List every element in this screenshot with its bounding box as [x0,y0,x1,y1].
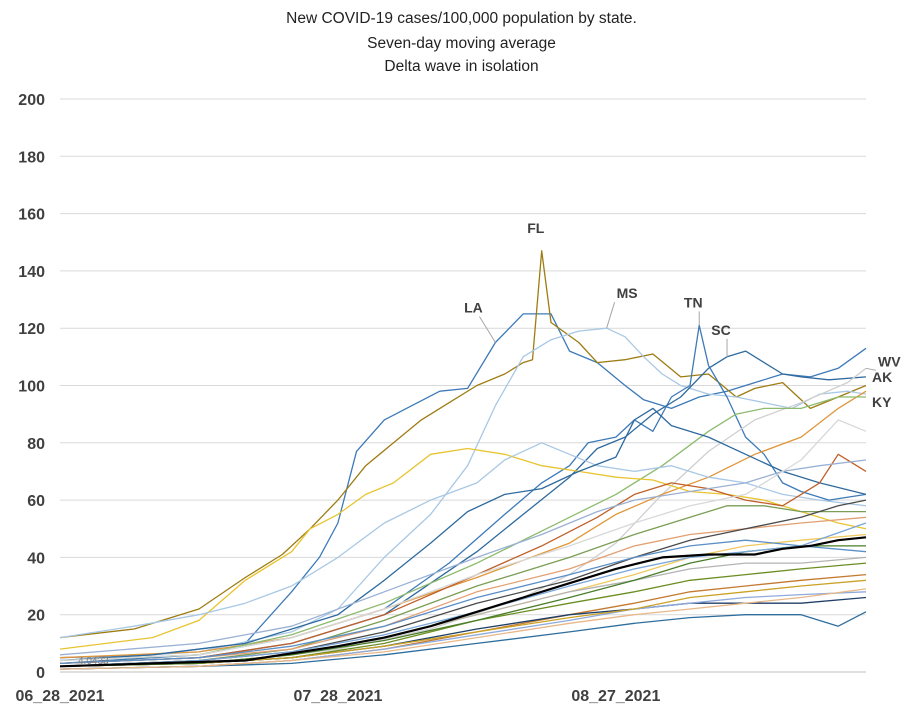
series-line-state-14 [59,516,867,665]
y-tick-label-180: 180 [18,149,45,166]
series-line-tn [59,324,867,665]
y-tick-label-60: 60 [27,493,45,510]
series-line-state-18 [59,539,867,665]
x-tick-label-0: 06_28_2021 [16,688,105,705]
state-label-ms: MS [617,285,638,301]
y-tick-label-40: 40 [27,550,45,567]
series-line-ky [59,396,866,662]
series-line-wv [59,367,867,667]
stray-value-label: 4.0433 [78,656,109,667]
state-label-ak: AK [872,369,892,385]
series-line-state-10 [59,407,867,662]
gridlines [60,98,866,673]
state-label-fl: FL [527,220,545,236]
series-lines [59,250,867,670]
state-label-sc: SC [711,322,730,338]
series-line-state-19 [59,556,867,667]
series-line-fl [59,250,867,639]
leader-line-la [478,316,496,343]
state-label-wv: WV [878,353,901,369]
y-axis-tick-labels: 0 20 40 60 80 100 120 140 160 180 200 [18,92,45,682]
chart-title-line-2: Seven-day moving average [367,35,556,52]
series-line-state-15 [59,419,867,662]
y-tick-label-20: 20 [27,608,45,625]
series-line-state-12 [59,459,867,656]
y-tick-label-120: 120 [18,321,45,338]
leader-line-ms [606,302,616,329]
series-line-state-25 [59,611,867,670]
series-line-state-26 [59,536,867,668]
x-tick-label-1: 07_28_2021 [293,688,382,705]
series-line-state-29 [59,522,867,667]
y-tick-label-100: 100 [18,379,45,396]
x-tick-label-2: 08_27_2021 [571,688,660,705]
chart-title-line-1: New COVID-19 cases/100,000 population by… [286,10,637,27]
state-label-tn: TN [684,294,703,310]
state-label-ky: KY [872,394,892,410]
series-line-la [59,313,867,659]
series-line-state-16 [59,499,867,667]
series-line-state-8 [59,447,867,650]
y-tick-label-140: 140 [18,264,45,281]
series-line-state-9 [59,442,867,639]
y-tick-label-200: 200 [18,92,45,109]
chart-title-line-3: Delta wave in isolation [384,58,539,75]
series-line-state-28 [59,588,867,670]
leader-line-wv [865,367,877,371]
series-line-state-27 [59,545,866,667]
state-label-la: LA [464,300,483,316]
series-line-state-24 [59,579,867,667]
y-tick-label-0: 0 [36,665,45,682]
series-line-state-11 [59,453,867,665]
x-axis-tick-labels: 06_28_2021 07_28_2021 08_27_2021 [16,688,661,705]
y-tick-label-80: 80 [27,436,45,453]
y-tick-label-160: 160 [18,207,45,224]
